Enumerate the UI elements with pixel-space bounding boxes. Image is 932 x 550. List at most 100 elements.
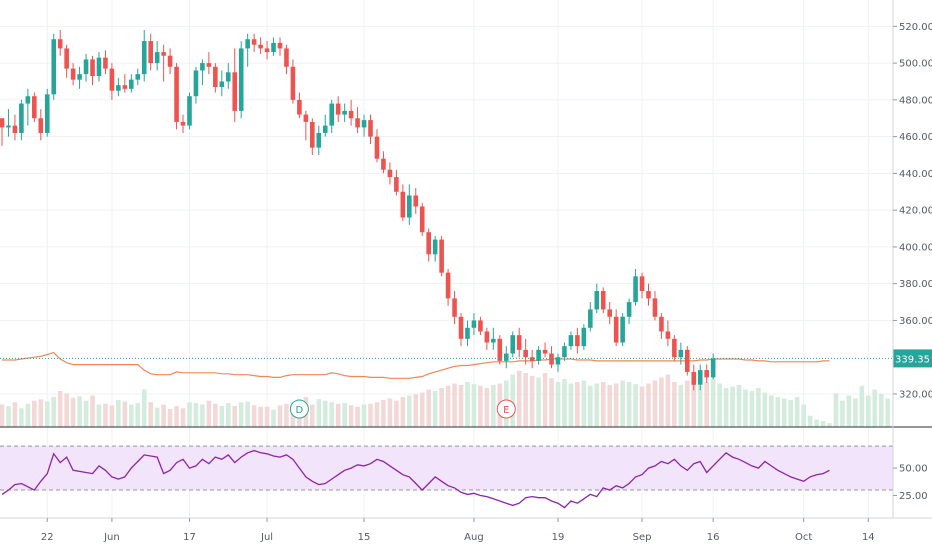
last-price-label: 339.35 [895, 354, 930, 365]
volume-bar [284, 403, 289, 427]
candle-body [633, 276, 638, 303]
candle-body [6, 125, 11, 128]
event-marker [289, 399, 309, 419]
volume-bar [594, 383, 600, 427]
candle-body [516, 335, 522, 350]
last-price-tag [893, 349, 932, 368]
candle-body [549, 353, 554, 365]
rsi-band [0, 446, 893, 491]
volume-bar [885, 398, 891, 427]
volume-bar [277, 405, 283, 427]
candle-body [77, 74, 82, 80]
volume-bar [193, 403, 199, 427]
candle-body [652, 298, 658, 317]
candle-body [491, 338, 496, 343]
volume-bar [445, 385, 451, 427]
candle-body [503, 353, 509, 361]
volume-bar [19, 408, 24, 427]
volume-bar [400, 397, 406, 427]
volume-bar [316, 399, 322, 427]
volume-bar [781, 398, 787, 427]
price-tick-label: 480.00 [899, 95, 932, 106]
volume-bar [141, 389, 147, 427]
candle-body [678, 349, 684, 358]
volume-bar [652, 380, 658, 427]
candle-body [225, 72, 231, 82]
candle-body [219, 81, 225, 88]
event-marker-label: D [296, 405, 304, 416]
volume-bar [103, 403, 108, 427]
volume-bar [258, 406, 263, 427]
volume-bar [756, 388, 761, 427]
volume-bar [833, 393, 839, 427]
candle-body [122, 85, 128, 89]
volume-bar [245, 401, 250, 427]
candle-body [316, 132, 322, 148]
volume-bar [465, 382, 470, 427]
volume-bar [154, 407, 160, 427]
candle-body [193, 70, 199, 97]
volume-bar [387, 398, 393, 427]
price-tick-label: 360.00 [899, 316, 932, 327]
volume-bar [70, 397, 76, 427]
candle-body [245, 39, 250, 49]
volume-bar [413, 394, 419, 427]
volume-bar [368, 403, 373, 427]
rsi-tick-label: 50.00 [899, 464, 928, 475]
candle-body [103, 57, 108, 69]
price-tick-label: 460.00 [899, 132, 932, 143]
volume-bar [381, 400, 386, 427]
time-tick-label: Jun [103, 532, 120, 543]
volume-bar [148, 402, 153, 427]
candle-body [213, 66, 218, 88]
candle-body [529, 357, 535, 361]
time-tick-label: 17 [183, 532, 196, 543]
candle-body [432, 239, 438, 255]
volume-bar [64, 393, 69, 427]
time-tick-label: 19 [552, 532, 565, 543]
candle-body [665, 331, 671, 339]
candle-body [251, 39, 257, 45]
candle-body [187, 96, 192, 126]
candle-body [32, 96, 37, 119]
volume-bar [807, 415, 813, 427]
volume-bar [607, 385, 613, 427]
candle-body [626, 302, 632, 317]
candles [0, 30, 716, 391]
volume-bar [536, 377, 541, 427]
candle-body [439, 239, 444, 273]
volume-bar [174, 406, 179, 427]
volume-bar [697, 385, 703, 427]
candle-body [70, 68, 76, 80]
candle-body [697, 370, 703, 385]
candle-body [478, 320, 483, 332]
volume-bars [0, 370, 891, 427]
candle-body [19, 103, 24, 133]
volume-bar [25, 403, 31, 427]
volume-bar [730, 386, 735, 427]
volume-bar [853, 398, 858, 427]
volume-bar [32, 400, 37, 427]
volume-bar [769, 395, 774, 427]
time-tick-label: Jul [260, 532, 273, 543]
candle-body [659, 316, 664, 332]
volume-bar [626, 382, 632, 427]
candle-body [613, 316, 619, 343]
candle-body [64, 48, 69, 69]
time-tick-label: Sep [633, 532, 652, 543]
grid [0, 0, 893, 518]
volume-bar [271, 409, 276, 427]
volume-bar [588, 385, 593, 427]
candle-body [484, 331, 490, 343]
candle-body [452, 298, 457, 317]
volume-bar [44, 401, 50, 427]
volume-bar [665, 374, 671, 427]
volume-bar [251, 405, 257, 427]
candle-body [555, 357, 561, 365]
candle-body [374, 136, 380, 159]
volume-bar [213, 403, 218, 427]
candle-body [575, 335, 580, 347]
candle-body [290, 66, 296, 100]
